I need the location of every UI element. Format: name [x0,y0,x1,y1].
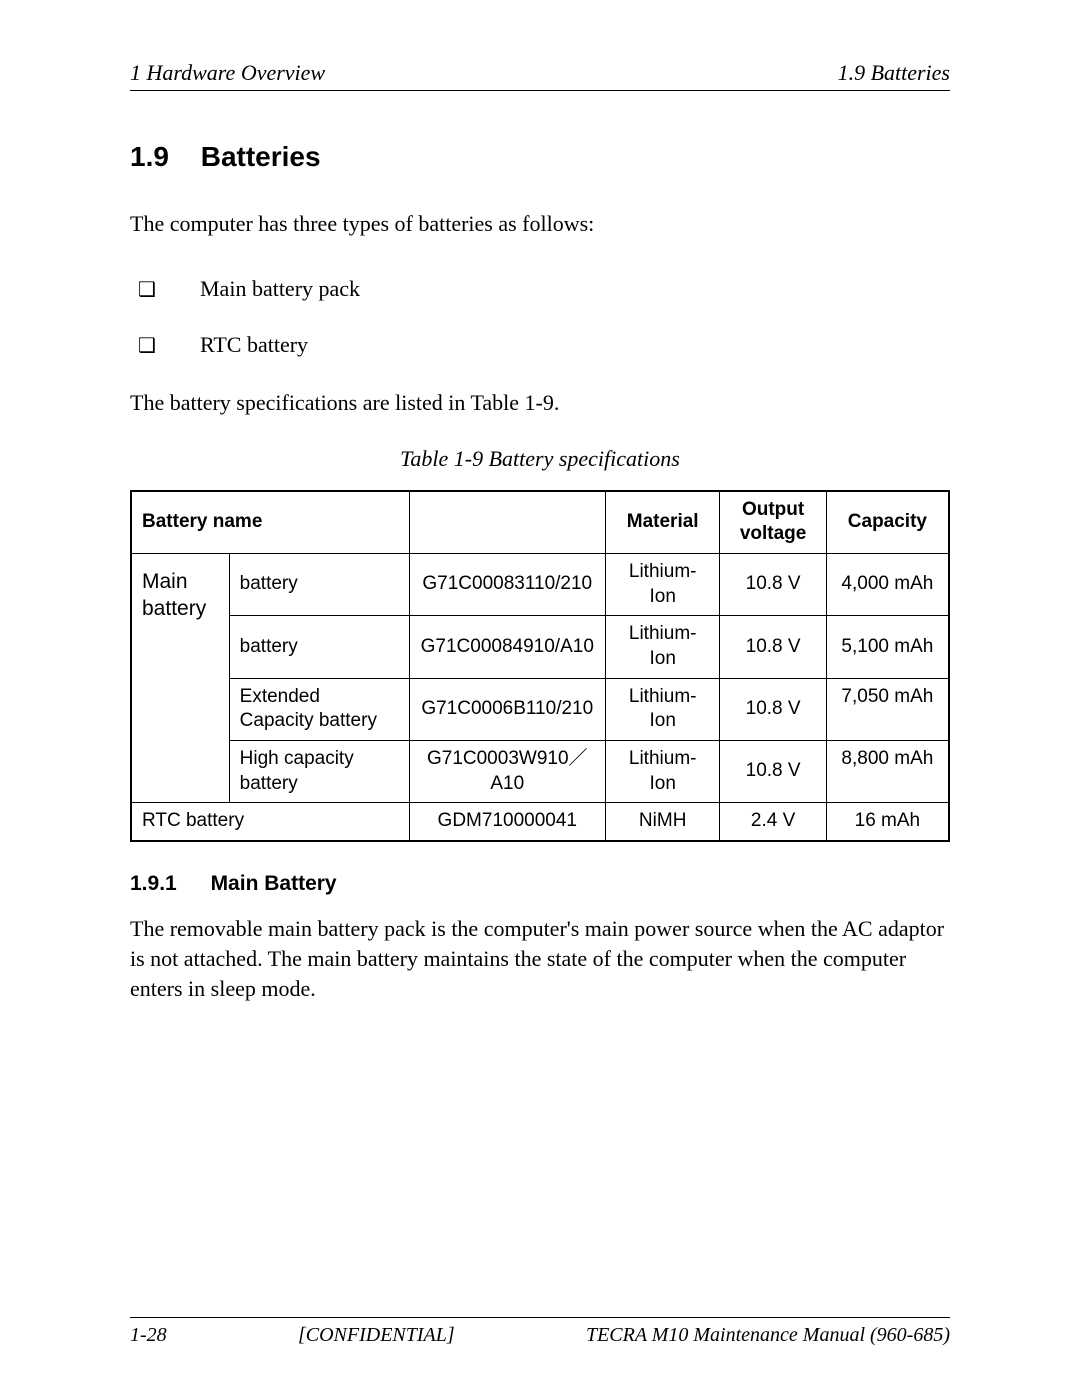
cell-voltage: 2.4 V [720,803,826,841]
cell-material: NiMH [605,803,720,841]
cell-part: G71C0003W910／A10 [409,741,605,803]
subsection-title-text: Main Battery [211,872,337,895]
cell-material: Lithium-Ion [605,616,720,678]
cell-name: battery [229,616,409,678]
cell-capacity: 4,000 mAh [826,553,949,615]
cell-name: Extended Capacity battery [229,678,409,740]
page: 1 Hardware Overview 1.9 Batteries 1.9 Ba… [0,0,1080,1397]
section-number: 1.9 [130,141,169,173]
cell-name: RTC battery [131,803,409,841]
table-caption: Table 1-9 Battery specifications [130,446,950,472]
cell-name: High capacity battery [229,741,409,803]
table-row: RTC battery GDM710000041 NiMH 2.4 V 16 m… [131,803,949,841]
footer-right: TECRA M10 Maintenance Manual (960-685) [586,1324,950,1347]
subsection-heading: 1.9.1 Main Battery [130,872,950,896]
list-item: ❑ Main battery pack [130,275,950,304]
bullet-list: ❑ Main battery pack ❑ RTC battery [130,275,950,360]
cell-voltage: 10.8 V [720,616,826,678]
cell-voltage: 10.8 V [720,553,826,615]
cell-material: Lithium-Ion [605,678,720,740]
checkbox-icon: ❑ [138,333,156,359]
footer-center: [CONFIDENTIAL] [298,1324,455,1347]
table-row: High capacity battery G71C0003W910／A10 L… [131,741,949,803]
table-header-row: Battery name Material Output voltage Cap… [131,491,949,554]
section-heading: 1.9 Batteries [130,141,950,173]
list-item-label: RTC battery [200,332,308,357]
battery-spec-table: Battery name Material Output voltage Cap… [130,490,950,843]
header-right: 1.9 Batteries [838,60,950,86]
checkbox-icon: ❑ [138,277,156,303]
cell-capacity: 16 mAh [826,803,949,841]
cell-voltage: 10.8 V [720,741,826,803]
running-foot: 1-28 [CONFIDENTIAL] TECRA M10 Maintenanc… [130,1317,950,1347]
col-header-name: Battery name [131,491,409,554]
col-header-voltage: Output voltage [720,491,826,554]
cell-name: battery [229,553,409,615]
list-item: ❑ RTC battery [130,331,950,360]
col-header-part [409,491,605,554]
section-title-text: Batteries [201,141,321,172]
cell-voltage: 10.8 V [720,678,826,740]
table-row: Main battery battery G71C00083110/210 Li… [131,553,949,615]
intro-paragraph: The computer has three types of batterie… [130,209,950,239]
subsection-body: The removable main battery pack is the c… [130,914,950,1003]
cell-material: Lithium-Ion [605,741,720,803]
group-cell-main: Main battery [131,553,229,803]
col-header-capacity: Capacity [826,491,949,554]
running-head: 1 Hardware Overview 1.9 Batteries [130,60,950,91]
cell-material: Lithium-Ion [605,553,720,615]
after-bullets-paragraph: The battery specifications are listed in… [130,388,950,418]
cell-part: G71C00083110/210 [409,553,605,615]
cell-capacity: 5,100 mAh [826,616,949,678]
subsection-number: 1.9.1 [130,872,177,896]
footer-left: 1-28 [130,1324,167,1347]
cell-part: GDM710000041 [409,803,605,841]
table-row: Extended Capacity battery G71C0006B110/2… [131,678,949,740]
cell-capacity: 8,800 mAh [826,741,949,803]
list-item-label: Main battery pack [200,276,360,301]
table-row: battery G71C00084910/A10 Lithium-Ion 10.… [131,616,949,678]
cell-capacity: 7,050 mAh [826,678,949,740]
cell-part: G71C00084910/A10 [409,616,605,678]
cell-part: G71C0006B110/210 [409,678,605,740]
col-header-material: Material [605,491,720,554]
header-left: 1 Hardware Overview [130,60,325,86]
